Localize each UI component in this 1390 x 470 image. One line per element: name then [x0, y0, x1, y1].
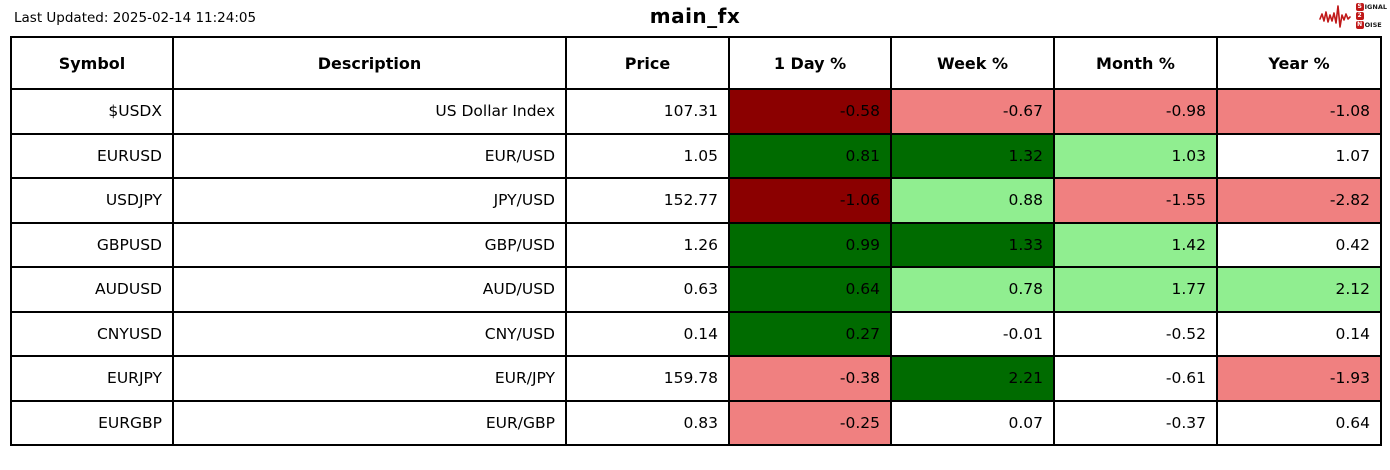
col-header-month: Month % — [1053, 36, 1218, 90]
cell-month-pct: 1.03 — [1053, 132, 1218, 179]
cell-description: EUR/JPY — [172, 355, 567, 402]
table-row: EURUSD EUR/USD 1.05 0.81 1.32 1.03 1.07 — [10, 132, 1382, 179]
cell-description: EUR/USD — [172, 132, 567, 179]
logo-word-signal: IGNAL — [1364, 3, 1387, 11]
logo-badge-2: 2 — [1355, 12, 1364, 20]
cell-symbol: EURJPY — [10, 355, 174, 402]
col-header-1day: 1 Day % — [728, 36, 892, 90]
ecg-waveform-icon — [1318, 3, 1355, 29]
cell-year-pct: -1.08 — [1216, 88, 1382, 135]
cell-week-pct: 0.88 — [890, 177, 1055, 224]
table-row: CNYUSD CNY/USD 0.14 0.27 -0.01 -0.52 0.1… — [10, 310, 1382, 357]
col-header-description: Description — [172, 36, 567, 90]
cell-price: 0.63 — [565, 266, 730, 313]
cell-week-pct: 0.78 — [890, 266, 1055, 313]
cell-month-pct: -0.98 — [1053, 88, 1218, 135]
cell-price: 1.26 — [565, 221, 730, 268]
cell-year-pct: 0.42 — [1216, 221, 1382, 268]
cell-week-pct: -0.01 — [890, 310, 1055, 357]
cell-year-pct: 0.64 — [1216, 399, 1382, 446]
cell-year-pct: -2.82 — [1216, 177, 1382, 224]
cell-day-pct: -0.38 — [728, 355, 892, 402]
cell-week-pct: 0.07 — [890, 399, 1055, 446]
col-header-price: Price — [565, 36, 730, 90]
table-row: GBPUSD GBP/USD 1.26 0.99 1.33 1.42 0.42 — [10, 221, 1382, 268]
cell-price: 152.77 — [565, 177, 730, 224]
col-header-year: Year % — [1216, 36, 1382, 90]
col-header-week: Week % — [890, 36, 1055, 90]
cell-description: GBP/USD — [172, 221, 567, 268]
cell-month-pct: -0.61 — [1053, 355, 1218, 402]
cell-price: 107.31 — [565, 88, 730, 135]
cell-month-pct: -1.55 — [1053, 177, 1218, 224]
cell-price: 0.83 — [565, 399, 730, 446]
cell-day-pct: 0.99 — [728, 221, 892, 268]
cell-day-pct: 0.27 — [728, 310, 892, 357]
table-row: $USDX US Dollar Index 107.31 -0.58 -0.67… — [10, 88, 1382, 135]
table-row: USDJPY JPY/USD 152.77 -1.06 0.88 -1.55 -… — [10, 177, 1382, 224]
logo-word-noise: OISE — [1364, 21, 1382, 29]
cell-month-pct: 1.77 — [1053, 266, 1218, 313]
cell-day-pct: 0.81 — [728, 132, 892, 179]
cell-description: CNY/USD — [172, 310, 567, 357]
page-title: main_fx — [649, 4, 741, 28]
last-updated-label: Last Updated: 2025-02-14 11:24:05 — [14, 10, 257, 26]
logo-text: S IGNAL 2 N OISE — [1355, 3, 1387, 29]
cell-year-pct: -1.93 — [1216, 355, 1382, 402]
cell-price: 1.05 — [565, 132, 730, 179]
col-header-symbol: Symbol — [10, 36, 174, 90]
cell-symbol: EURGBP — [10, 399, 174, 446]
cell-week-pct: -0.67 — [890, 88, 1055, 135]
cell-description: JPY/USD — [172, 177, 567, 224]
header-row: Symbol Description Price 1 Day % Week % … — [10, 36, 1382, 90]
logo-badge-s: S — [1355, 3, 1364, 11]
table-row: AUDUSD AUD/USD 0.63 0.64 0.78 1.77 2.12 — [10, 266, 1382, 313]
cell-price: 0.14 — [565, 310, 730, 357]
cell-day-pct: -0.25 — [728, 399, 892, 446]
cell-year-pct: 0.14 — [1216, 310, 1382, 357]
cell-week-pct: 2.21 — [890, 355, 1055, 402]
table-row: EURGBP EUR/GBP 0.83 -0.25 0.07 -0.37 0.6… — [10, 399, 1382, 446]
cell-symbol: AUDUSD — [10, 266, 174, 313]
cell-symbol: GBPUSD — [10, 221, 174, 268]
cell-month-pct: -0.37 — [1053, 399, 1218, 446]
cell-symbol: CNYUSD — [10, 310, 174, 357]
cell-month-pct: -0.52 — [1053, 310, 1218, 357]
cell-year-pct: 2.12 — [1216, 266, 1382, 313]
cell-year-pct: 1.07 — [1216, 132, 1382, 179]
cell-month-pct: 1.42 — [1053, 221, 1218, 268]
fx-table: Symbol Description Price 1 Day % Week % … — [10, 36, 1382, 446]
cell-symbol: $USDX — [10, 88, 174, 135]
cell-week-pct: 1.33 — [890, 221, 1055, 268]
cell-description: AUD/USD — [172, 266, 567, 313]
cell-symbol: USDJPY — [10, 177, 174, 224]
table-row: EURJPY EUR/JPY 159.78 -0.38 2.21 -0.61 -… — [10, 355, 1382, 402]
cell-description: US Dollar Index — [172, 88, 567, 135]
logo-badge-n: N — [1355, 21, 1364, 29]
cell-week-pct: 1.32 — [890, 132, 1055, 179]
cell-day-pct: -0.58 — [728, 88, 892, 135]
cell-price: 159.78 — [565, 355, 730, 402]
cell-day-pct: -1.06 — [728, 177, 892, 224]
signal2noise-logo: S IGNAL 2 N OISE — [1318, 3, 1387, 29]
cell-description: EUR/GBP — [172, 399, 567, 446]
cell-day-pct: 0.64 — [728, 266, 892, 313]
cell-symbol: EURUSD — [10, 132, 174, 179]
